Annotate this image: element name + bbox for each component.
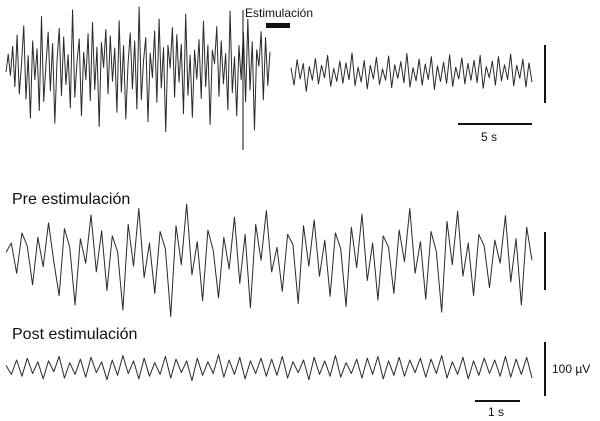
overview-pre-stimulation-trace: [5, 6, 271, 133]
post-stimulation-trace: [5, 354, 533, 382]
stimulation-label: Estimulación: [245, 6, 313, 20]
stimulation-bar: [266, 23, 290, 28]
overview-post-stimulation-trace: [290, 52, 533, 92]
pre-stimulation-title: Pre estimulación: [12, 191, 130, 208]
bottom-time-scale-label: 1 s: [488, 405, 504, 419]
pre-stimulation-trace: [5, 203, 533, 317]
top-time-scale-label: 5 s: [481, 130, 497, 144]
amplitude-scale-label: 100 µV: [552, 362, 590, 376]
post-stimulation-title: Post estimulación: [12, 326, 137, 343]
